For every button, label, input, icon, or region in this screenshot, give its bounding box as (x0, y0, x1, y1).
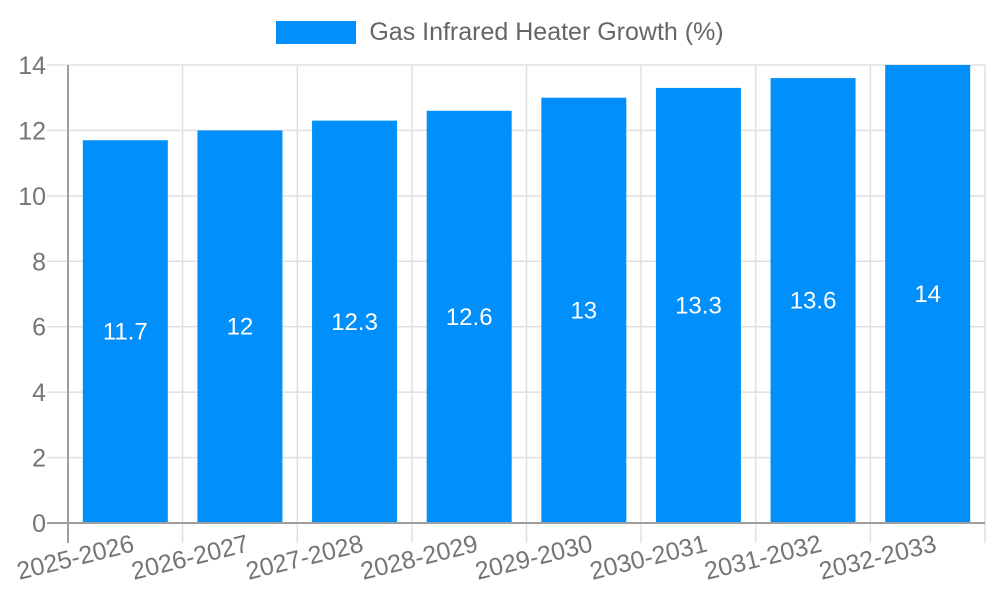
bar-2026-2027 (197, 130, 283, 523)
legend-item[interactable]: Gas Infrared Heater Growth (%) (0, 18, 1000, 47)
bar-2032-2033 (885, 65, 971, 523)
x-axis-label: 2027-2028 (243, 530, 366, 586)
legend-label: Gas Infrared Heater Growth (%) (369, 18, 724, 46)
y-tick-label: 0 (32, 510, 46, 538)
bar-2028-2029 (426, 110, 512, 524)
bar-2025-2026 (82, 140, 168, 523)
bar-2031-2032 (770, 78, 856, 523)
y-tick-label: 8 (32, 248, 46, 276)
x-axis-label: 2025-2026 (14, 530, 137, 586)
x-axis-label: 2032-2033 (816, 530, 939, 586)
x-axis-label: 2026-2027 (129, 530, 252, 586)
bar-2027-2028 (312, 120, 398, 523)
x-axis-label: 2031-2032 (702, 530, 825, 586)
bar-value-label: 13.6 (790, 288, 837, 315)
y-tick-label: 6 (32, 314, 46, 342)
bar-value-label: 12.6 (446, 304, 493, 331)
legend-swatch (276, 21, 357, 44)
bar-value-label: 14 (914, 281, 941, 308)
y-tick-label: 10 (18, 183, 46, 211)
y-tick-label: 14 (18, 52, 46, 80)
x-axis-label: 2028-2029 (358, 530, 481, 586)
bar-value-label: 13 (570, 297, 597, 324)
bar-value-label: 11.7 (103, 319, 148, 346)
bar-value-label: 13.3 (675, 292, 722, 319)
bar-value-label: 12.3 (331, 309, 378, 336)
y-tick-label: 12 (18, 117, 46, 145)
x-axis-label: 2030-2031 (587, 530, 710, 586)
bar-2030-2031 (655, 87, 741, 524)
y-tick-label: 2 (32, 445, 46, 473)
x-axis-label: 2029-2030 (472, 530, 595, 586)
y-tick-label: 4 (32, 379, 46, 407)
bar-2029-2030 (541, 97, 627, 523)
bar-value-label: 12 (227, 314, 254, 341)
